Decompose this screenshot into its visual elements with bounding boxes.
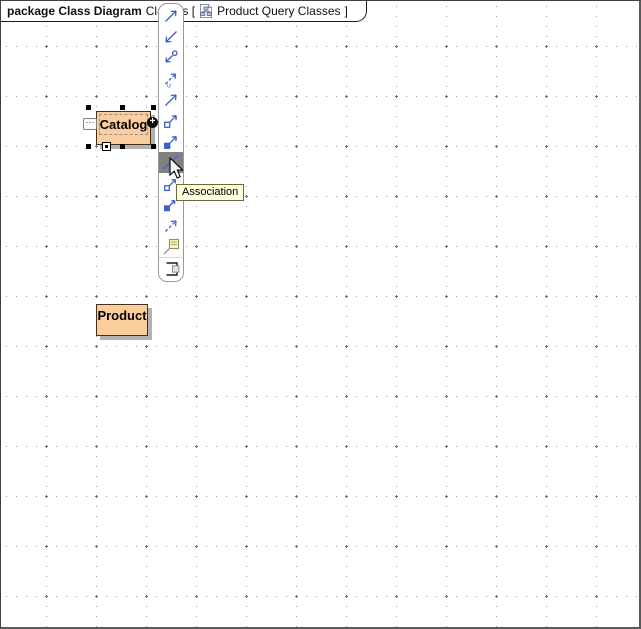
diagram-frame-header[interactable]: package Class Diagram Classes [ Product … (1, 1, 367, 22)
name-compartment[interactable]: Catalog (99, 114, 148, 135)
mouse-cursor-icon (169, 157, 184, 179)
palette-item-usage[interactable]: u (159, 68, 183, 89)
class-name: Product (97, 308, 147, 323)
palette-item-containment[interactable] (159, 257, 183, 280)
selection-handle[interactable] (120, 144, 125, 149)
palette-item-directed-association[interactable] (159, 89, 183, 110)
palette-item-dependency[interactable] (159, 215, 183, 236)
frame-diagram-name: Product Query Classes (217, 4, 341, 18)
palette-item-directed-aggregation[interactable] (159, 173, 183, 194)
palette-item-aggregation[interactable] (159, 110, 183, 131)
selection-handle[interactable] (151, 144, 156, 149)
tooltip: Association (176, 184, 245, 201)
class-product[interactable]: Product (96, 304, 148, 336)
selection-handle[interactable] (120, 105, 125, 110)
selection-handle[interactable] (151, 105, 156, 110)
class-diagram-icon (199, 4, 213, 18)
palette-item-link-arrow-up[interactable] (159, 5, 183, 26)
palette-item-interface-lollipop[interactable] (159, 47, 183, 68)
compartments-button[interactable]: ··· (83, 118, 97, 130)
link-palette: u (158, 3, 184, 282)
frame-close-bracket: ] (344, 4, 348, 18)
palette-item-note-anchor[interactable] (159, 236, 183, 257)
svg-text:u: u (167, 82, 171, 89)
selection-handle[interactable] (86, 144, 91, 149)
palette-item-composition[interactable] (159, 131, 183, 152)
class-name: Catalog (99, 117, 148, 132)
class-catalog[interactable]: Catalog (96, 111, 151, 145)
add-link-button[interactable]: + (147, 117, 158, 128)
frame-keyword: package Class Diagram (7, 4, 142, 18)
palette-item-link-arrow-down[interactable] (159, 26, 183, 47)
manipulator-button[interactable] (102, 142, 111, 151)
selection-handle[interactable] (86, 105, 91, 110)
palette-item-directed-composition[interactable] (159, 194, 183, 215)
